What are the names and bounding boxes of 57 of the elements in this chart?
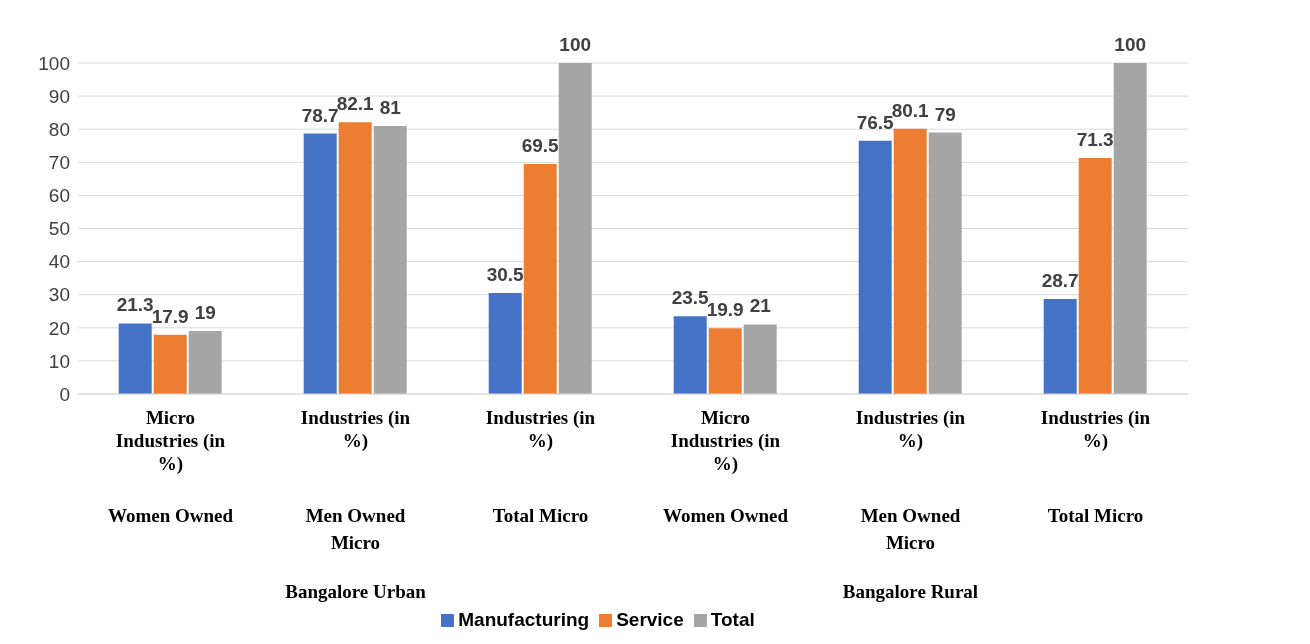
bar [708,328,742,394]
bar [1043,299,1077,394]
data-label: 21 [749,295,772,317]
data-label: 69.5 [521,134,560,156]
x-tick-label: Industries (in %) [1040,407,1151,452]
x-tick-label: Industries (in %) [485,407,596,452]
data-label: 28.7 [1041,270,1079,291]
bar [303,133,337,394]
data-label: 30.5 [486,264,525,286]
text: Total Micro [492,505,589,526]
bar [188,331,222,394]
legend-label: Manufacturing [458,609,590,630]
data-label: 100 [1114,34,1147,55]
text: Women Owned [662,505,789,526]
y-tick-label: 60 [48,185,70,207]
y-tick-label: 100 [38,52,70,74]
bar [1113,63,1147,394]
y-tick-label: 80 [48,118,70,140]
text: Men Owned Micro [305,505,406,553]
y-tick-label: 30 [48,284,70,306]
bar [488,293,522,394]
bar [558,63,592,394]
data-label: 100 [559,34,592,55]
bar [743,324,777,394]
bar [858,140,892,394]
bar [338,122,372,394]
bar [928,132,962,394]
bar [118,323,152,394]
y-tick-label: 40 [48,251,70,273]
y-tick-label: 10 [48,350,70,372]
x-tick-label: Micro Industries (in %) [115,407,226,475]
x-tick-label: Industries (in %) [855,407,966,452]
y-tick-label: 90 [48,85,70,107]
text: Total Micro [1047,505,1144,526]
x-tick-label: Micro Industries (in %) [670,407,781,475]
y-tick-label: 50 [48,218,70,240]
y-tick-label: 0 [59,383,70,405]
data-label: 21.3 [116,294,154,316]
text: Women Owned [107,505,234,526]
legend-label: Service [616,609,684,630]
data-label: 81 [379,96,402,118]
bar [153,334,187,394]
bar [673,316,707,394]
bar [893,128,927,394]
bar [373,125,407,394]
y-tick-label: 20 [48,317,70,339]
data-label: 71.3 [1076,129,1114,150]
bar [523,163,557,394]
data-label: 79 [934,103,956,125]
text: Men Owned Micro [860,505,961,553]
legend-label: Total [710,609,755,630]
text: Bangalore Rural [842,581,979,602]
x-tick-label: Industries (in %) [300,407,411,452]
y-tick-label: 70 [48,152,70,174]
text: Bangalore Urban [285,581,427,602]
data-label: 19 [194,302,216,324]
bar [1078,158,1112,394]
